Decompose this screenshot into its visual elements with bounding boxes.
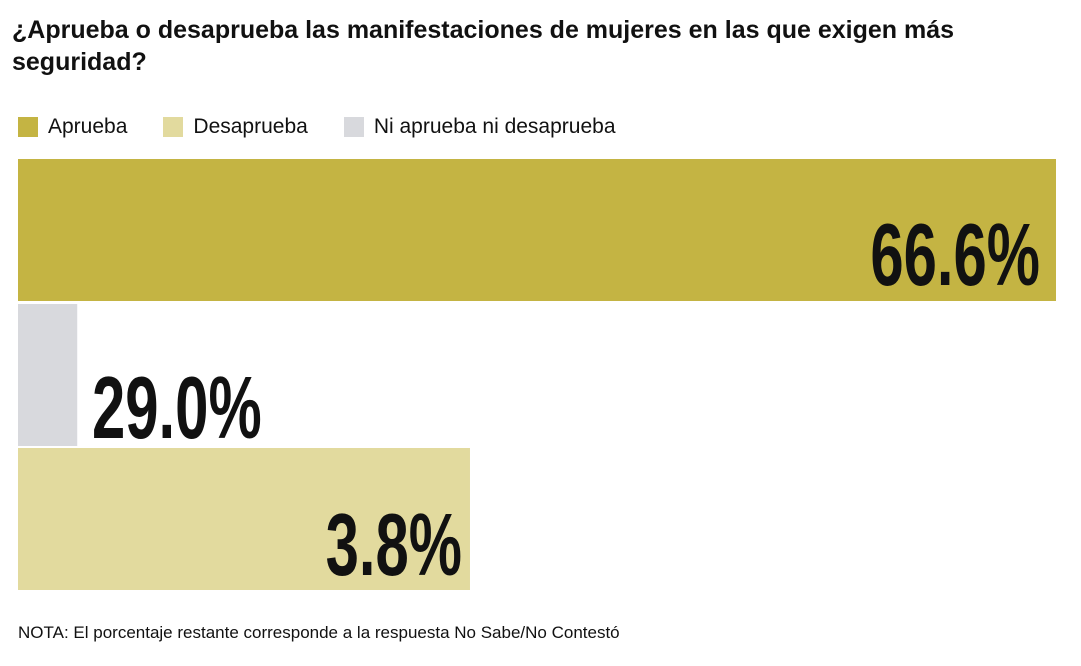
data-label: 3.8% xyxy=(326,495,462,593)
data-label-group: 66.6% xyxy=(870,205,1040,303)
legend-swatch xyxy=(18,117,38,137)
legend-item-ni: Ni aprueba ni desaprueba xyxy=(343,115,616,139)
legend: Aprueba Desaprueba Ni aprueba ni desapru… xyxy=(18,115,652,139)
bar-aprueba xyxy=(18,159,1056,301)
data-label: 29.0% xyxy=(92,358,262,456)
legend-label: Aprueba xyxy=(48,115,128,138)
legend-label: Ni aprueba ni desaprueba xyxy=(373,115,616,138)
legend-swatch xyxy=(163,117,184,137)
legend-label: Desaprueba xyxy=(193,115,308,138)
chart-note: NOTA: El porcentaje restante corresponde… xyxy=(18,623,620,642)
legend-item-aprueba: Aprueba xyxy=(18,115,127,139)
data-label-group: 29.0% xyxy=(92,358,262,456)
bar-desaprueba xyxy=(18,448,470,590)
data-label: 66.6% xyxy=(870,205,1040,303)
legend-item-desaprueba: Desaprueba xyxy=(163,115,308,139)
chart-title: ¿Aprueba o desaprueba las manifestacione… xyxy=(12,16,955,76)
legend-swatch xyxy=(343,117,364,137)
data-label-group: 3.8% xyxy=(326,495,462,593)
bar-ni-aprueba-ni-desaprueba xyxy=(18,304,78,446)
